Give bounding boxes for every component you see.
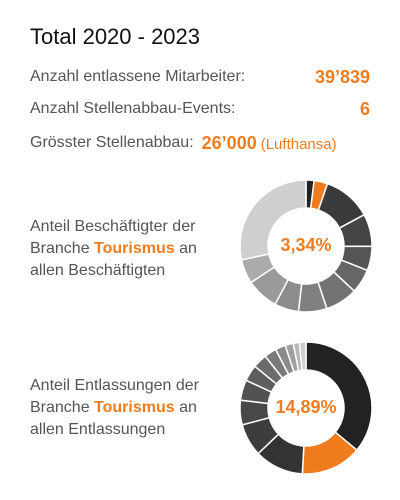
donut-description-layoffs: Anteil Entlassungen der Branche Tourismu… [30, 375, 230, 441]
donut-slice [239, 179, 307, 261]
stat-value: 26’000 (Lufthansa) [202, 133, 337, 154]
stat-value: 6 [360, 99, 370, 120]
stat-value-company: (Lufthansa) [260, 135, 337, 153]
stat-value-main: 26’000 [201, 132, 257, 153]
page-title: Total 2020 - 2023 [30, 24, 201, 49]
stat-value: 39’839 [315, 67, 370, 88]
desc-text: Anteil Beschäftigter der Branche [30, 218, 196, 257]
donut-description-employees: Anteil Beschäftigter der Branche Tourism… [30, 216, 230, 282]
donut-center-label: 14,89% [275, 397, 337, 417]
donut-center-label: 3,34% [280, 235, 332, 255]
donut-slice [305, 341, 373, 452]
stat-row-events: Anzahl Stellenabbau-Events: 6 [30, 97, 370, 121]
donut-slice [298, 341, 307, 372]
donut-chart-layoffs [239, 341, 373, 475]
stat-value-main: 39’839 [314, 66, 370, 87]
desc-highlight: Tourismus [94, 399, 175, 416]
desc-text: an allen Beschäftigten [30, 240, 197, 279]
stat-label: Anzahl entlassene Mitarbeiter: [30, 68, 246, 85]
desc-text: an allen Entlassungen [30, 399, 197, 438]
stat-value-main: 6 [359, 98, 370, 119]
stat-row-largest: Grösster Stellenabbau: 26’000 (Lufthansa) [30, 131, 370, 155]
stat-row-employees: Anzahl entlassene Mitarbeiter: 39’839 [30, 65, 370, 89]
desc-text: Anteil Entlassungen der Branche [30, 377, 199, 416]
donut-chart-employees [239, 179, 373, 313]
stat-label: Grösster Stellenabbau: [30, 134, 194, 151]
stat-label: Anzahl Stellenabbau-Events: [30, 100, 236, 117]
desc-highlight: Tourismus [94, 240, 175, 257]
